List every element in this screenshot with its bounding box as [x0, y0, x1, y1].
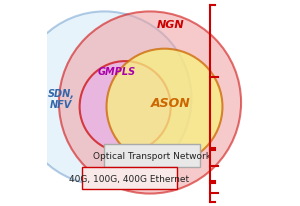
FancyBboxPatch shape — [82, 167, 177, 190]
Text: GMPLS: GMPLS — [98, 67, 136, 77]
Text: SDN,
NFV: SDN, NFV — [47, 88, 74, 110]
Ellipse shape — [17, 12, 191, 185]
Text: NGN: NGN — [157, 20, 184, 30]
Text: Optical Transport Network: Optical Transport Network — [93, 151, 211, 160]
Ellipse shape — [80, 62, 171, 152]
Ellipse shape — [106, 49, 223, 165]
FancyBboxPatch shape — [104, 144, 200, 167]
Text: 40G, 100G, 400G Ethernet: 40G, 100G, 400G Ethernet — [69, 174, 189, 183]
Text: ASON: ASON — [151, 97, 190, 109]
Ellipse shape — [59, 12, 241, 194]
